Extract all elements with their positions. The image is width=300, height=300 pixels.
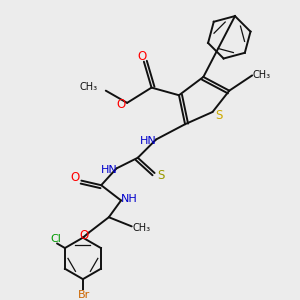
Text: S: S [158,169,165,182]
Text: CH₃: CH₃ [132,223,151,233]
Text: Br: Br [78,290,90,300]
Text: O: O [116,98,126,111]
Text: O: O [79,229,88,242]
Text: O: O [70,171,79,184]
Text: O: O [138,50,147,63]
Text: S: S [215,109,222,122]
Text: CH₃: CH₃ [79,82,97,92]
Text: HN: HN [100,165,117,175]
Text: NH: NH [121,194,138,204]
Text: CH₃: CH₃ [253,70,271,80]
Text: Cl: Cl [50,235,61,244]
Text: HN: HN [140,136,157,146]
